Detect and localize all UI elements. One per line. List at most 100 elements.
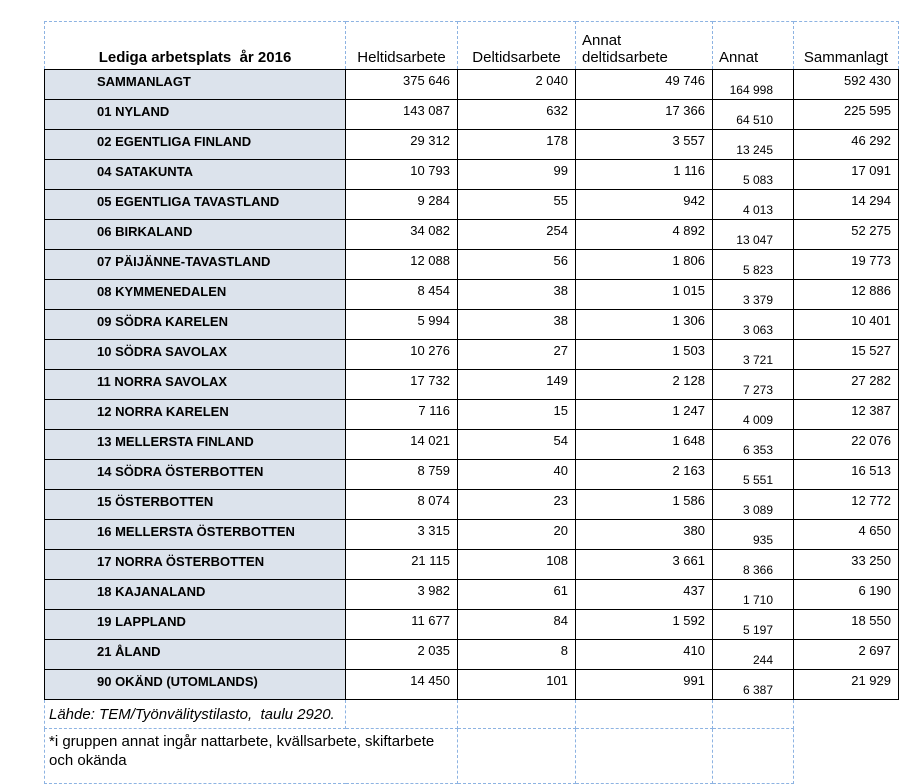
region-cell: 90 OKÄND (UTOMLANDS) bbox=[44, 669, 346, 700]
region-cell: 02 EGENTLIGA FINLAND bbox=[44, 129, 346, 160]
deltidsarbete-cell: 20 bbox=[457, 519, 576, 550]
annat-cell: 3 379 bbox=[712, 279, 794, 310]
heltidsarbete-cell: 12 088 bbox=[345, 249, 458, 280]
table-row: 01 NYLAND 143 087 632 17 366 64 510 225 595 bbox=[44, 99, 899, 130]
annat-deltidsarbete-cell: 4 892 bbox=[575, 219, 713, 250]
deltidsarbete-cell: 23 bbox=[457, 489, 576, 520]
deltidsarbete-cell: 27 bbox=[457, 339, 576, 370]
annat-deltidsarbete-cell: 1 592 bbox=[575, 609, 713, 640]
empty-cell bbox=[457, 728, 576, 784]
sammanlagt-cell: 12 387 bbox=[793, 399, 899, 430]
annat-cell: 1 710 bbox=[712, 579, 794, 610]
annat-deltidsarbete-cell: 1 306 bbox=[575, 309, 713, 340]
annat-cell: 4 009 bbox=[712, 399, 794, 430]
table-row: 04 SATAKUNTA 10 793 99 1 116 5 083 17 091 bbox=[44, 159, 899, 190]
annat-cell: 8 366 bbox=[712, 549, 794, 580]
sammanlagt-cell: 10 401 bbox=[793, 309, 899, 340]
sammanlagt-cell: 12 772 bbox=[793, 489, 899, 520]
annat-deltidsarbete-cell: 410 bbox=[575, 639, 713, 670]
deltidsarbete-cell: 38 bbox=[457, 279, 576, 310]
sammanlagt-cell: 225 595 bbox=[793, 99, 899, 130]
empty-cell bbox=[345, 699, 458, 729]
annat-cell: 5 197 bbox=[712, 609, 794, 640]
region-cell: 08 KYMMENEDALEN bbox=[44, 279, 346, 310]
empty-cell bbox=[712, 728, 794, 784]
sammanlagt-cell: 14 294 bbox=[793, 189, 899, 220]
region-cell: 16 MELLERSTA ÖSTERBOTTEN bbox=[44, 519, 346, 550]
annat-deltidsarbete-cell: 17 366 bbox=[575, 99, 713, 130]
annat-cell: 5 823 bbox=[712, 249, 794, 280]
annat-deltidsarbete-cell: 49 746 bbox=[575, 69, 713, 100]
footnote-row: *i gruppen annat ingår nattarbete, kväll… bbox=[44, 728, 899, 784]
table-row: 16 MELLERSTA ÖSTERBOTTEN 3 315 20 380 935 4 6… bbox=[44, 519, 899, 550]
annat-cell: 3 063 bbox=[712, 309, 794, 340]
table-title: Lediga arbetsplats år 2016 bbox=[44, 21, 346, 70]
sammanlagt-cell: 12 886 bbox=[793, 279, 899, 310]
deltidsarbete-cell: 56 bbox=[457, 249, 576, 280]
region-cell: 06 BIRKALAND bbox=[44, 219, 346, 250]
table-row: SAMMANLAGT 375 646 2 040 49 746 164 998 592 4… bbox=[44, 69, 899, 100]
sammanlagt-cell: 27 282 bbox=[793, 369, 899, 400]
annat-cell: 13 047 bbox=[712, 219, 794, 250]
empty-cell bbox=[575, 699, 713, 729]
heltidsarbete-cell: 3 982 bbox=[345, 579, 458, 610]
empty-cell bbox=[575, 728, 713, 784]
heltidsarbete-cell: 17 732 bbox=[345, 369, 458, 400]
source-row: Lähde: TEM/Työnvälitystilasto, taulu 292… bbox=[44, 699, 899, 729]
table-row: 14 SÖDRA ÖSTERBOTTEN 8 759 40 2 163 5 551 16 … bbox=[44, 459, 899, 490]
table-row: 13 MELLERSTA FINLAND 14 021 54 1 648 6 353 22… bbox=[44, 429, 899, 460]
annat-deltidsarbete-cell: 3 557 bbox=[575, 129, 713, 160]
sammanlagt-cell: 19 773 bbox=[793, 249, 899, 280]
table-row: 07 PÄIJÄNNE-TAVASTLAND 12 088 56 1 806 5 823… bbox=[44, 249, 899, 280]
column-header-annat-deltidsarbete: Annat deltidsarbete bbox=[575, 21, 713, 70]
annat-cell: 64 510 bbox=[712, 99, 794, 130]
heltidsarbete-cell: 8 759 bbox=[345, 459, 458, 490]
deltidsarbete-cell: 99 bbox=[457, 159, 576, 190]
heltidsarbete-cell: 34 082 bbox=[345, 219, 458, 250]
heltidsarbete-cell: 14 450 bbox=[345, 669, 458, 700]
table-row: 10 SÖDRA SAVOLAX 10 276 27 1 503 3 721 15 527 bbox=[44, 339, 899, 370]
sammanlagt-cell: 4 650 bbox=[793, 519, 899, 550]
table-row: 21 ÅLAND 2 035 8 410 244 2 697 bbox=[44, 639, 899, 670]
annat-deltidsarbete-cell: 1 247 bbox=[575, 399, 713, 430]
deltidsarbete-cell: 38 bbox=[457, 309, 576, 340]
deltidsarbete-cell: 84 bbox=[457, 609, 576, 640]
sammanlagt-cell: 592 430 bbox=[793, 69, 899, 100]
sammanlagt-cell: 2 697 bbox=[793, 639, 899, 670]
table-row: 19 LAPPLAND 11 677 84 1 592 5 197 18 550 bbox=[44, 609, 899, 640]
annat-deltidsarbete-cell: 1 648 bbox=[575, 429, 713, 460]
heltidsarbete-cell: 9 284 bbox=[345, 189, 458, 220]
deltidsarbete-cell: 632 bbox=[457, 99, 576, 130]
region-cell: 13 MELLERSTA FINLAND bbox=[44, 429, 346, 460]
column-header-annat: Annat bbox=[712, 21, 794, 70]
deltidsarbete-cell: 101 bbox=[457, 669, 576, 700]
region-cell: 10 SÖDRA SAVOLAX bbox=[44, 339, 346, 370]
region-cell: SAMMANLAGT bbox=[44, 69, 346, 100]
sammanlagt-cell: 16 513 bbox=[793, 459, 899, 490]
annat-cell: 5 551 bbox=[712, 459, 794, 490]
deltidsarbete-cell: 149 bbox=[457, 369, 576, 400]
deltidsarbete-cell: 61 bbox=[457, 579, 576, 610]
table-row: 09 SÖDRA KARELEN 5 994 38 1 306 3 063 10 401 bbox=[44, 309, 899, 340]
table-row: 02 EGENTLIGA FINLAND 29 312 178 3 557 13 245… bbox=[44, 129, 899, 160]
annat-deltidsarbete-cell: 2 128 bbox=[575, 369, 713, 400]
annat-deltidsarbete-cell: 1 015 bbox=[575, 279, 713, 310]
heltidsarbete-cell: 143 087 bbox=[345, 99, 458, 130]
heltidsarbete-cell: 375 646 bbox=[345, 69, 458, 100]
region-cell: 14 SÖDRA ÖSTERBOTTEN bbox=[44, 459, 346, 490]
region-cell: 12 NORRA KARELEN bbox=[44, 399, 346, 430]
region-cell: 21 ÅLAND bbox=[44, 639, 346, 670]
region-cell: 07 PÄIJÄNNE-TAVASTLAND bbox=[44, 249, 346, 280]
region-cell: 15 ÖSTERBOTTEN bbox=[44, 489, 346, 520]
annat-cell: 5 083 bbox=[712, 159, 794, 190]
heltidsarbete-cell: 2 035 bbox=[345, 639, 458, 670]
empty-cell bbox=[457, 699, 576, 729]
column-header-heltidsarbete: Heltidsarbete bbox=[345, 21, 458, 70]
annat-cell: 7 273 bbox=[712, 369, 794, 400]
sammanlagt-cell: 21 929 bbox=[793, 669, 899, 700]
source-note: Lähde: TEM/Työnvälitystilasto, taulu 292… bbox=[44, 699, 346, 729]
region-cell: 09 SÖDRA KARELEN bbox=[44, 309, 346, 340]
table-row: 17 NORRA ÖSTERBOTTEN 21 115 108 3 661 8 366 3… bbox=[44, 549, 899, 580]
annat-deltidsarbete-cell: 942 bbox=[575, 189, 713, 220]
table-footer: Lähde: TEM/Työnvälitystilasto, taulu 292… bbox=[44, 699, 899, 784]
